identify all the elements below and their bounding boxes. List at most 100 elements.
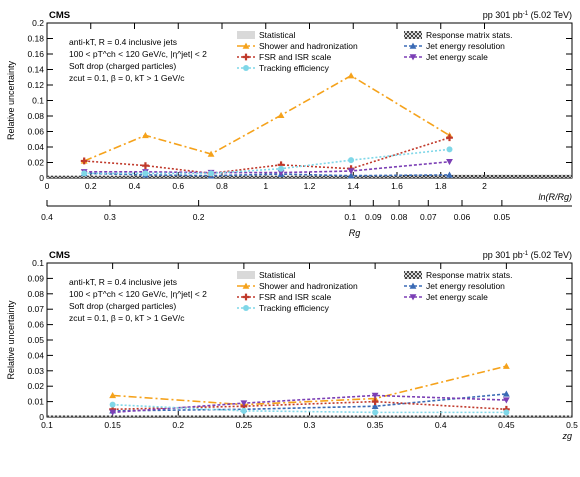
x-tick-label: 0.3 [304, 420, 316, 430]
y-tick-label: 0.06 [27, 320, 44, 330]
legend-swatch [404, 31, 422, 39]
y-tick-label: 0.1 [32, 96, 44, 106]
secondary-tick-label: 0.08 [391, 212, 408, 222]
x-tick-label: 0 [45, 181, 50, 191]
series-line [84, 160, 450, 174]
data-point [142, 131, 149, 139]
x-tick-label: 0.1 [41, 420, 53, 430]
response-matrix-band [316, 175, 401, 178]
data-point [371, 402, 379, 409]
legend-marker [243, 305, 249, 311]
secondary-tick-label: 0.07 [420, 212, 437, 222]
info-line: 100 < pT^ch < 120 GeV/c, |η^jet| < 2 [69, 49, 207, 59]
y-tick-label: 0.18 [27, 34, 44, 44]
data-point [446, 159, 453, 166]
legend-marker [409, 54, 417, 61]
data-point [371, 398, 379, 405]
y-tick-label: 0.02 [27, 158, 44, 168]
series-line [84, 148, 450, 175]
legend-marker [243, 65, 249, 71]
legend-label: Tracking efficiency [259, 63, 330, 73]
response-matrix-band [178, 415, 310, 417]
y-tick-label: 0.16 [27, 49, 44, 59]
experiment-label: CMS [49, 250, 70, 261]
series-line [112, 393, 507, 412]
y-tick-label: 0.06 [27, 127, 44, 137]
legend-label: Shower and hadronization [259, 41, 358, 51]
legend-marker [242, 293, 250, 301]
data-point [503, 409, 510, 416]
response-matrix-band [440, 415, 572, 417]
legend-marker [409, 282, 417, 289]
legend-swatch [404, 271, 422, 279]
series-line [112, 403, 507, 414]
data-point [502, 362, 510, 369]
data-point [372, 409, 379, 416]
info-line: anti-kT, R = 0.4 inclusive jets [69, 37, 177, 47]
info-line: Soft drop (charged particles) [69, 61, 176, 71]
data-point [208, 170, 215, 177]
y-tick-label: 0.01 [27, 397, 44, 407]
experiment-label: CMS [49, 10, 70, 21]
data-point [348, 157, 355, 164]
info-line: anti-kT, R = 0.4 inclusive jets [69, 277, 177, 287]
legend-marker [409, 42, 417, 49]
legend-label: Jet energy resolution [426, 41, 505, 51]
y-tick-label: 0 [39, 412, 44, 422]
y-tick-label: 0.04 [27, 142, 44, 152]
data-point [142, 170, 149, 177]
x-tick-label: 1 [263, 181, 268, 191]
info-line: 100 < pT^ch < 120 GeV/c, |η^jet| < 2 [69, 289, 207, 299]
y-tick-label: 0.08 [27, 289, 44, 299]
secondary-tick-label: 0.4 [41, 212, 53, 222]
y-tick-label: 0.04 [27, 350, 44, 360]
legend-label: Tracking efficiency [259, 303, 330, 313]
data-point [347, 168, 355, 175]
y-tick-label: 0.03 [27, 366, 44, 376]
series-line [83, 74, 450, 162]
data-point [502, 397, 510, 404]
legend-label: FSR and ISR scale [259, 52, 332, 62]
y-axis-label: Relative uncertainty [6, 60, 16, 140]
secondary-tick-label: 0.09 [365, 212, 382, 222]
legend-marker [242, 42, 250, 49]
secondary-tick-label: 0.06 [454, 212, 471, 222]
x-axis-label: ln(R/Rg) [538, 192, 572, 202]
x-tick-label: 2 [482, 181, 487, 191]
secondary-axis-label: Rg [349, 228, 361, 238]
data-point [371, 392, 379, 399]
legend-label: Response matrix stats. [426, 270, 512, 280]
x-tick-label: 0.2 [85, 181, 97, 191]
data-point [80, 157, 88, 165]
x-tick-label: 0.15 [104, 420, 121, 430]
data-point [446, 171, 453, 178]
legend-marker [409, 294, 417, 301]
x-tick-label: 0.6 [172, 181, 184, 191]
panel-1: CMS pp 301 pb-1 (5.02 TeV) Relative uncert… [6, 10, 573, 238]
legend-label: FSR and ISR scale [259, 292, 332, 302]
data-point [109, 392, 117, 399]
secondary-tick-label: 0.2 [193, 212, 205, 222]
data-point [109, 401, 116, 408]
y-tick-label: 0.12 [27, 80, 44, 90]
data-point [446, 134, 453, 142]
y-tick-label: 0.07 [27, 304, 44, 314]
x-tick-label: 1.8 [435, 181, 447, 191]
data-point [278, 165, 285, 172]
info-line: zcut = 0.1, β = 0, kT > 1 GeV/c [69, 73, 185, 83]
x-tick-label: 1.4 [347, 181, 359, 191]
y-tick-label: 0.02 [27, 381, 44, 391]
legend-marker [242, 53, 250, 61]
data-point [502, 390, 510, 397]
y-tick-label: 0.09 [27, 273, 44, 283]
y-axis-label: Relative uncertainty [6, 300, 16, 380]
y-tick-label: 0.14 [27, 65, 44, 75]
lumi-label: pp 301 pb-1 (5.02 TeV) [483, 250, 572, 260]
y-tick-label: 0.05 [27, 335, 44, 345]
legend-label: Jet energy scale [426, 52, 488, 62]
y-tick-label: 0.1 [32, 258, 44, 268]
lumi-label: pp 301 pb-1 (5.02 TeV) [483, 10, 572, 20]
legend-swatch [237, 31, 255, 39]
data-point [81, 170, 88, 177]
